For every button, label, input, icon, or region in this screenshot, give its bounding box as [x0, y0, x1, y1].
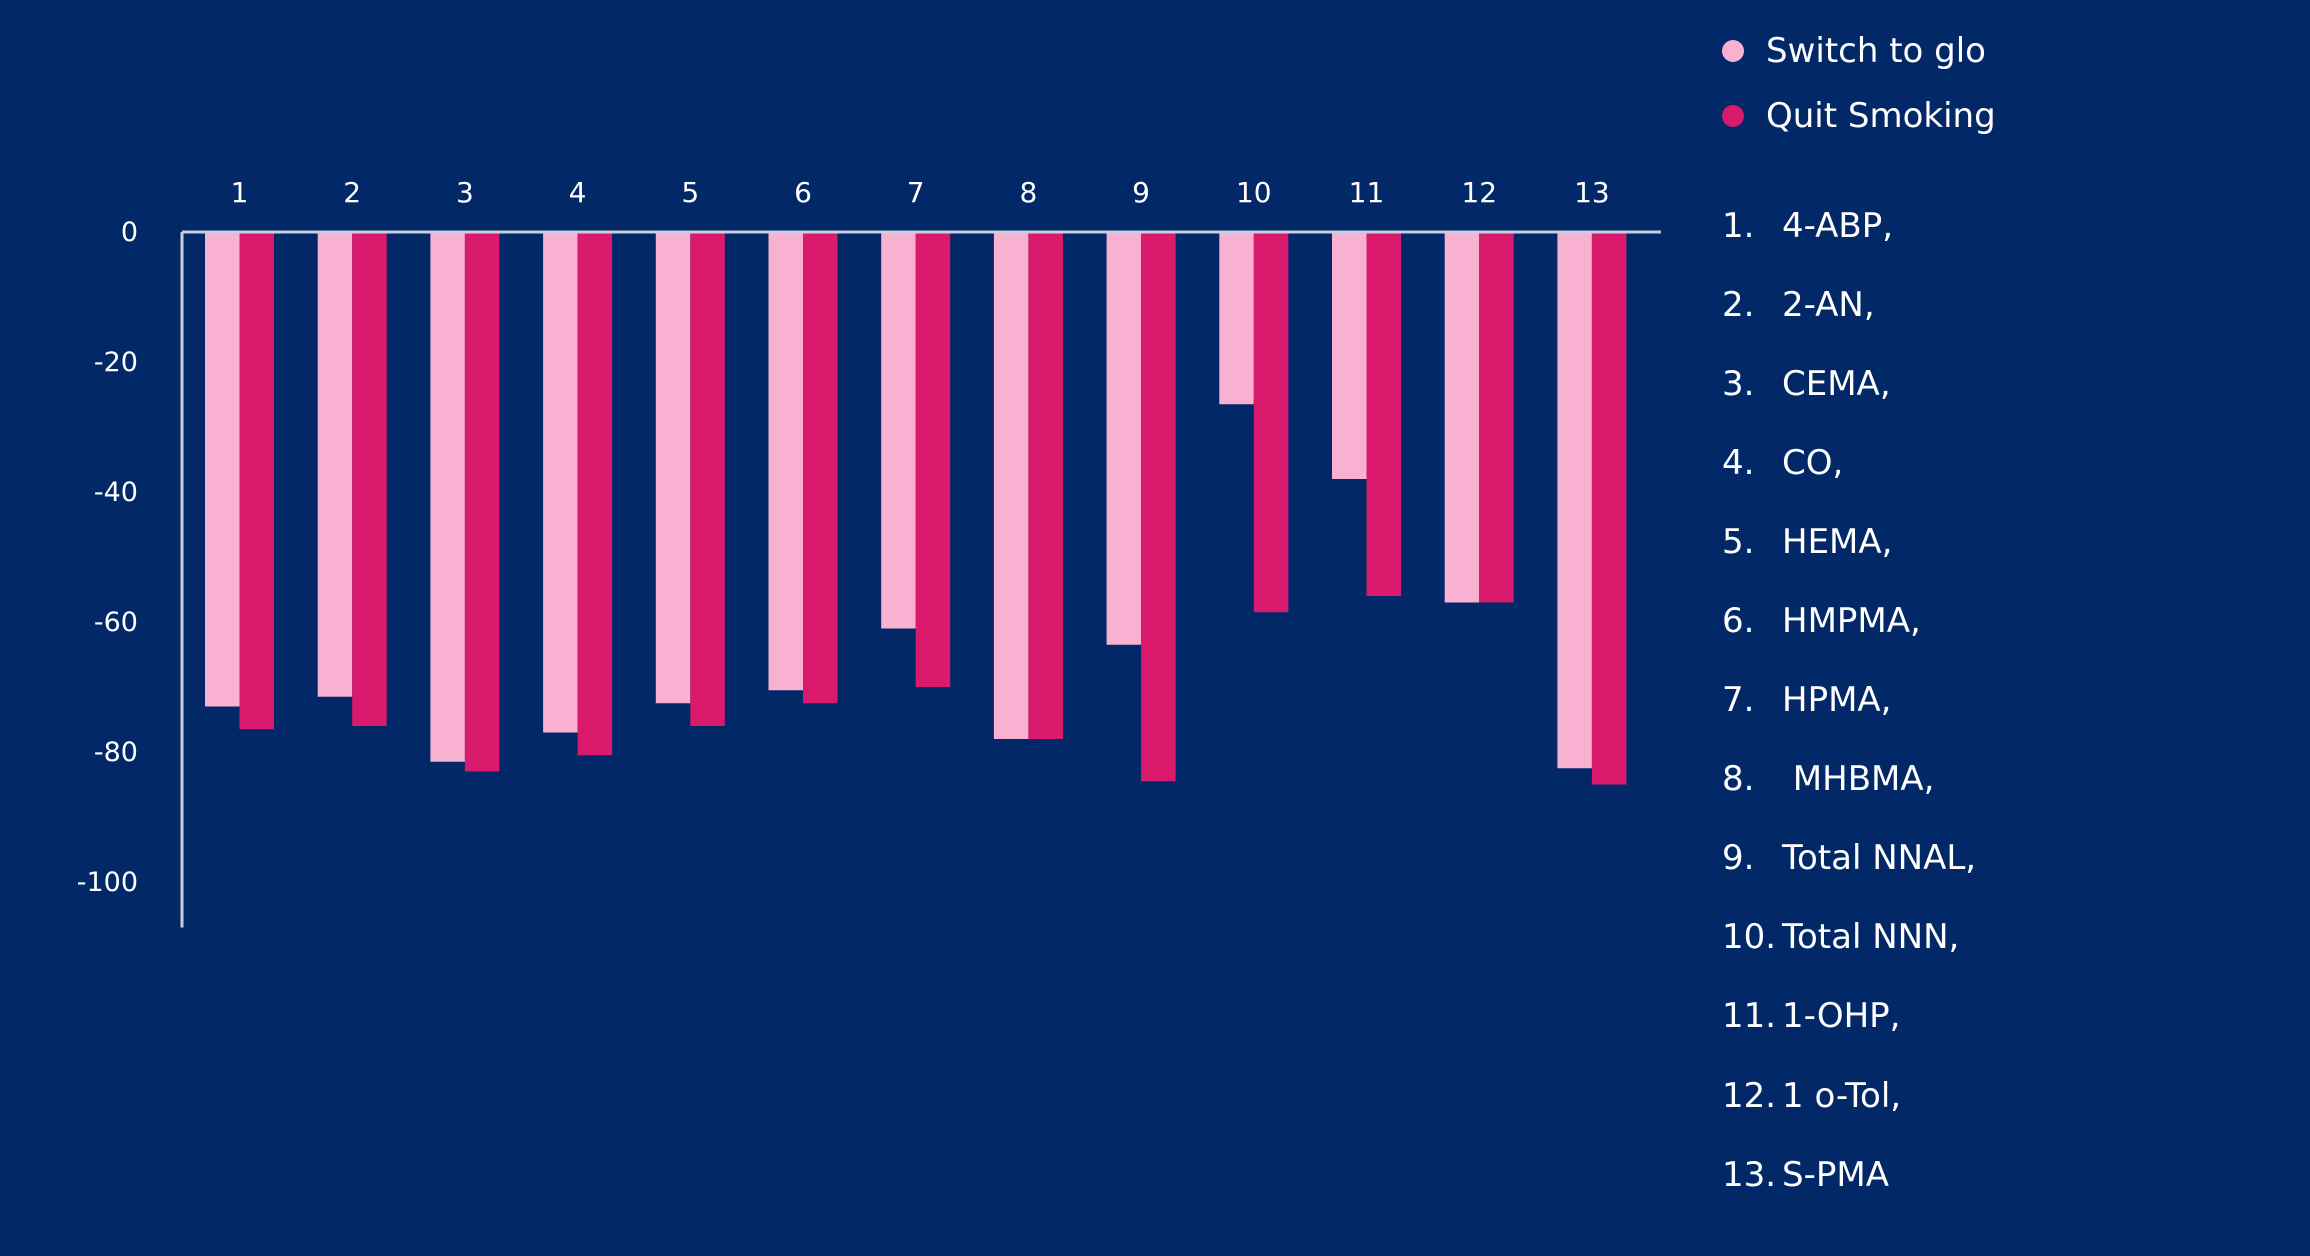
key-label: CEMA,	[1782, 363, 1891, 404]
bar-switch-to-glo-12	[1444, 232, 1480, 603]
x-tick-label: 5	[681, 176, 699, 209]
bar-quit-smoking-7	[915, 232, 951, 687]
bar-quit-smoking-13	[1591, 232, 1627, 785]
key-number: 1.	[1722, 205, 1755, 246]
x-tick-labels: 1 2 3 4 5 6 7 8 9 10 11 12 13	[231, 176, 1610, 209]
key-label: 4-ABP,	[1782, 205, 1894, 246]
bar-quit-smoking-6	[803, 232, 838, 704]
y-tick-labels: 0 -20 -40 -60 -80 -100	[77, 217, 138, 898]
bar-switch-to-glo-11	[1332, 232, 1367, 479]
bar-switch-to-glo-10	[1219, 232, 1254, 405]
bar-quit-smoking-9	[1141, 232, 1176, 782]
bar-quit-smoking-4	[577, 232, 613, 756]
y-tick-label: -60	[94, 607, 138, 638]
x-tick-label: 3	[456, 176, 474, 209]
bar-quit-smoking-1	[239, 232, 274, 730]
bar-quit-smoking-2	[352, 232, 387, 726]
key-number: 10.	[1722, 917, 1777, 958]
y-tick-label: -100	[77, 867, 138, 898]
key-item-10: 10. Total NNN,	[1722, 898, 1976, 977]
key-number: 13.	[1722, 1154, 1777, 1195]
x-tick-label: 12	[1461, 176, 1497, 209]
bar-switch-to-glo-5	[655, 232, 691, 704]
key-number: 2.	[1722, 284, 1755, 325]
key-number: 6.	[1722, 601, 1755, 642]
key-item-12: 12. 1 o-Tol,	[1722, 1056, 1976, 1135]
bar-quit-smoking-3	[464, 232, 500, 772]
key-item-11: 11. 1-OHP,	[1722, 977, 1976, 1056]
key-label: HMPMA,	[1782, 601, 1921, 642]
bar-quit-smoking-12	[1479, 232, 1514, 603]
legend: Switch to glo Quit Smoking	[1722, 18, 1996, 148]
key-item-13: 13. S-PMA	[1722, 1135, 1976, 1214]
key-number: 3.	[1722, 363, 1755, 404]
x-tick-label: 8	[1019, 176, 1037, 209]
y-tick-label: -80	[94, 737, 138, 768]
legend-swatch-quit	[1722, 104, 1744, 127]
x-tick-label: 2	[343, 176, 361, 209]
key-item-6: 6. HMPMA,	[1722, 581, 1976, 660]
key-item-8: 8. MHBMA,	[1722, 740, 1976, 819]
key-item-7: 7. HPMA,	[1722, 661, 1976, 740]
key-number: 8.	[1722, 759, 1755, 800]
x-tick-label: 6	[794, 176, 812, 209]
key-label: CO,	[1782, 442, 1844, 483]
y-tick-label: -20	[94, 347, 138, 378]
key-number: 12.	[1722, 1075, 1777, 1116]
key-number: 5.	[1722, 521, 1755, 562]
x-tick-label: 4	[569, 176, 587, 209]
bar-switch-to-glo-8	[993, 232, 1029, 739]
key-label: Total NNAL,	[1782, 838, 1977, 879]
bar-switch-to-glo-9	[1106, 232, 1142, 645]
key-label: MHBMA,	[1782, 759, 1935, 800]
bar-switch-to-glo-1	[205, 232, 240, 707]
bar-quit-smoking-8	[1028, 232, 1063, 739]
bar-switch-to-glo-4	[543, 232, 578, 733]
bars-group	[205, 232, 1627, 785]
key-number: 4.	[1722, 442, 1755, 483]
key-item-3: 3. CEMA,	[1722, 344, 1976, 423]
x-tick-label: 11	[1349, 176, 1385, 209]
key-item-1: 1. 4-ABP,	[1722, 186, 1976, 265]
bar-switch-to-glo-2	[317, 232, 353, 697]
x-tick-label: 13	[1574, 176, 1610, 209]
y-tick-label: -40	[94, 477, 138, 508]
legend-item-quit: Quit Smoking	[1722, 83, 1996, 148]
key-item-4: 4. CO,	[1722, 423, 1976, 502]
key-label: 1-OHP,	[1782, 996, 1901, 1037]
bar-switch-to-glo-13	[1557, 232, 1592, 769]
legend-label-switch: Switch to glo	[1766, 30, 1986, 71]
bar-quit-smoking-11	[1366, 232, 1401, 596]
legend-label-quit: Quit Smoking	[1766, 95, 1996, 136]
x-tick-label: 9	[1132, 176, 1150, 209]
key-item-5: 5. HEMA,	[1722, 502, 1976, 581]
legend-swatch-switch	[1722, 39, 1744, 62]
bar-switch-to-glo-7	[881, 232, 916, 629]
bar-quit-smoking-10	[1253, 232, 1289, 613]
key-label: 1 o-Tol,	[1782, 1075, 1902, 1116]
key-label: HEMA,	[1782, 521, 1893, 562]
biomarker-key-list: 1. 4-ABP, 2. 2-AN, 3. CEMA, 4. CO, 5. HEMA, 6…	[1722, 186, 1976, 1214]
bar-switch-to-glo-6	[768, 232, 803, 691]
bar-chart: 1 2 3 4 5 6 7 8 9 10 11 12 13 0-20-40-60-80-100	[77, 176, 1661, 928]
key-number: 11.	[1722, 996, 1777, 1037]
key-number: 7.	[1722, 680, 1755, 721]
x-tick-label: 10	[1236, 176, 1272, 209]
key-number: 9.	[1722, 838, 1755, 879]
bar-quit-smoking-5	[690, 232, 725, 726]
key-item-9: 9. Total NNAL,	[1722, 819, 1976, 898]
legend-item-switch: Switch to glo	[1722, 18, 1996, 83]
key-label: S-PMA	[1782, 1154, 1889, 1195]
x-tick-label: 1	[231, 176, 249, 209]
key-item-2: 2. 2-AN,	[1722, 265, 1976, 344]
key-label: HPMA,	[1782, 680, 1892, 721]
x-tick-label: 7	[907, 176, 925, 209]
key-label: Total NNN,	[1782, 917, 1960, 958]
y-tick-label: 0	[121, 217, 138, 248]
key-label: 2-AN,	[1782, 284, 1875, 325]
bar-switch-to-glo-3	[430, 232, 465, 762]
